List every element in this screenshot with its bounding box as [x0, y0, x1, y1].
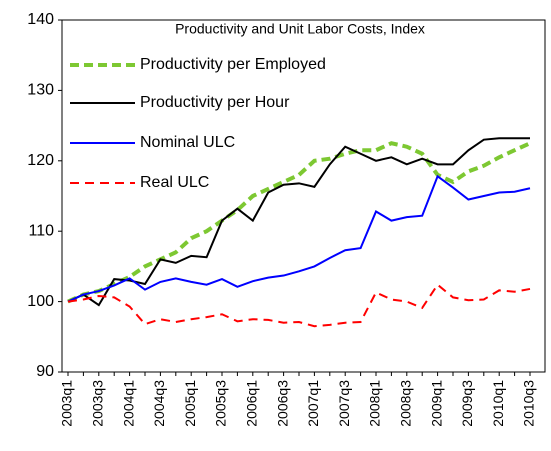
- x-tick-label: 2010q3: [521, 380, 537, 427]
- series-line: [67, 283, 531, 328]
- x-tick-label: 2006q3: [274, 380, 290, 427]
- y-tick-label: 90: [36, 363, 54, 380]
- x-tick-label: 2008q3: [398, 380, 414, 427]
- y-tick-label: 100: [27, 293, 54, 310]
- y-tick-label: 130: [27, 82, 54, 99]
- legend-label: Nominal ULC: [140, 134, 235, 151]
- x-tick-label: 2004q3: [151, 380, 167, 427]
- legend-label: Productivity per Hour: [140, 94, 290, 111]
- plot-frame: [61, 19, 546, 373]
- y-tick-label: 120: [27, 152, 54, 169]
- series-line: [67, 141, 531, 304]
- legend-label: Productivity per Employed: [140, 56, 326, 73]
- x-tick-label: 2004q1: [120, 380, 136, 427]
- x-tick-label: 2005q3: [213, 380, 229, 427]
- series-line: [67, 174, 531, 303]
- x-tick-label: 2007q3: [336, 380, 352, 427]
- x-tick-label: 2006q1: [244, 380, 260, 427]
- legend-label: Real ULC: [140, 174, 209, 191]
- x-tick-label: 2003q1: [59, 380, 75, 427]
- x-tick-label: 2010q1: [490, 380, 506, 427]
- x-tick-label: 2008q1: [367, 380, 383, 427]
- y-tick-label: 110: [28, 222, 54, 239]
- x-tick-label: 2003q3: [90, 380, 106, 427]
- x-tick-label: 2005q1: [182, 380, 198, 427]
- x-tick-label: 2009q3: [459, 380, 475, 427]
- x-tick-label: 2007q1: [305, 380, 321, 427]
- chart-title: Productivity and Unit Labor Costs, Index: [175, 21, 425, 37]
- x-tick-label: 2009q1: [428, 380, 444, 427]
- y-tick-label: 140: [27, 11, 54, 28]
- series-line: [67, 137, 530, 307]
